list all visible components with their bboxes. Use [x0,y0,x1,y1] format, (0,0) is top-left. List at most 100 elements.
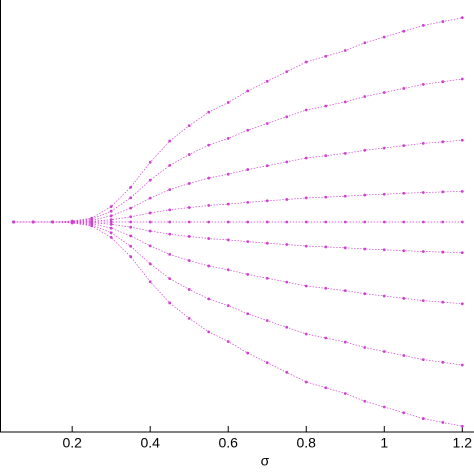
point [148,280,152,284]
point [441,300,445,304]
point [382,220,386,224]
point [441,220,445,224]
point [363,41,367,45]
point [324,220,328,224]
point [129,244,133,248]
point [168,163,172,167]
point [187,206,191,209]
point [363,95,367,98]
point [246,351,250,355]
point [402,296,406,300]
point [363,220,367,224]
point [187,259,191,262]
point [304,284,308,288]
point [207,297,211,301]
point [402,411,406,415]
point [285,370,289,374]
point [441,20,445,23]
point [148,196,152,200]
point [343,392,347,395]
point [109,220,113,224]
point [304,108,308,112]
point [285,243,289,246]
point [382,248,386,252]
point [441,190,445,194]
branch-line [13,221,463,427]
point [109,231,113,235]
point [168,220,172,224]
point [226,268,230,272]
point [304,380,308,384]
point [265,199,269,203]
point [402,249,406,253]
point [285,198,289,201]
point [441,421,445,424]
point [226,202,230,206]
point [363,193,367,197]
point [324,195,328,199]
point [246,220,250,224]
point [265,164,269,168]
point [148,220,152,224]
point [129,255,133,259]
point [460,138,464,142]
point [226,136,230,140]
x-tick-label: 0.6 [218,435,238,451]
point [421,191,425,194]
point [187,235,191,238]
point [148,160,152,164]
point [343,220,347,224]
point [265,361,269,365]
point [70,221,74,225]
point [343,194,347,198]
point [382,405,386,409]
point [129,234,133,238]
point [421,82,425,86]
point [168,252,172,256]
point [324,104,328,108]
point [148,244,152,248]
point [148,262,152,266]
point [51,220,55,224]
point [207,143,211,147]
branch-line [13,78,463,223]
point [207,176,211,180]
point [421,141,425,145]
point [382,146,386,150]
point [148,211,152,215]
point [421,220,425,224]
point [421,358,425,362]
point [207,264,211,268]
point [109,222,113,226]
point [363,148,367,152]
point [304,220,308,224]
point [324,286,328,290]
point [382,350,386,353]
point [226,238,230,242]
point [343,340,347,344]
branch-line [13,221,463,366]
point [363,292,367,296]
point [246,200,250,204]
point [265,276,269,280]
point [226,220,230,224]
point [226,172,230,176]
point [460,220,464,224]
point [226,101,230,104]
x-tick-label: 0.2 [62,435,82,451]
point [304,60,308,64]
point [129,220,133,224]
x-tick-label: 1 [380,435,388,451]
point [265,79,269,83]
branch-line [13,221,463,253]
point [129,215,133,219]
point [304,156,308,160]
point [168,232,172,236]
point [226,340,230,343]
point [148,178,152,182]
point [207,220,211,224]
point [402,29,406,33]
point [460,251,464,255]
branch-line [13,17,463,223]
point [207,237,211,240]
